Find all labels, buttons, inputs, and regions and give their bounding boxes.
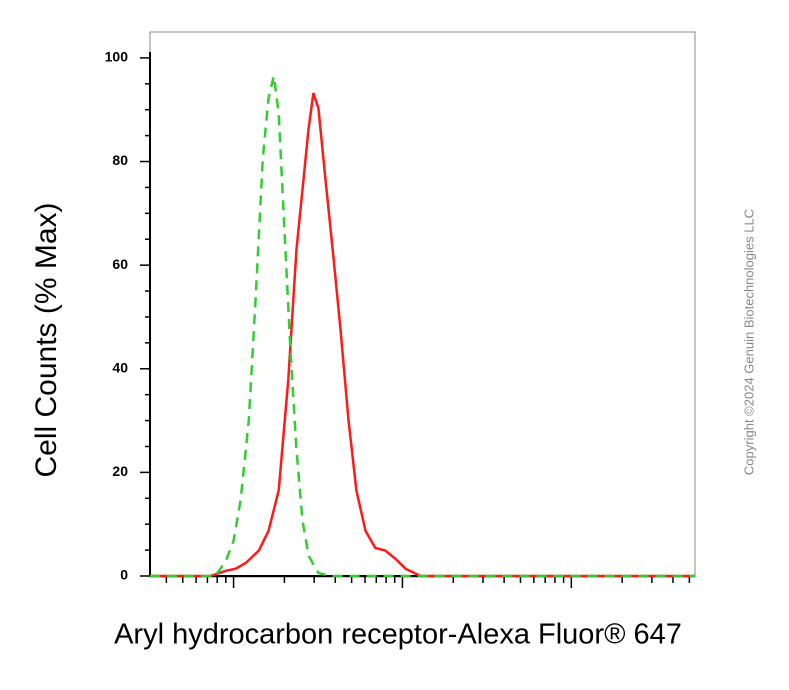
y-tick-label: 100 <box>105 49 129 65</box>
y-axis-title: Cell Counts (% Max) <box>30 202 63 477</box>
y-tick-label: 20 <box>112 463 128 479</box>
plot-frame <box>149 31 696 578</box>
histogram-line <box>150 75 695 578</box>
x-axis-title: Aryl hydrocarbon receptor-Alexa Fluor® 6… <box>114 619 682 651</box>
y-tick-label: 40 <box>112 359 128 375</box>
histogram-line <box>150 92 695 578</box>
watermark: Copyright ©2024 Genuin Biotechnologies L… <box>741 209 756 475</box>
y-tick-label: 80 <box>112 152 128 168</box>
y-tick-label: 60 <box>112 256 128 272</box>
y-tick-label: 0 <box>120 567 128 583</box>
